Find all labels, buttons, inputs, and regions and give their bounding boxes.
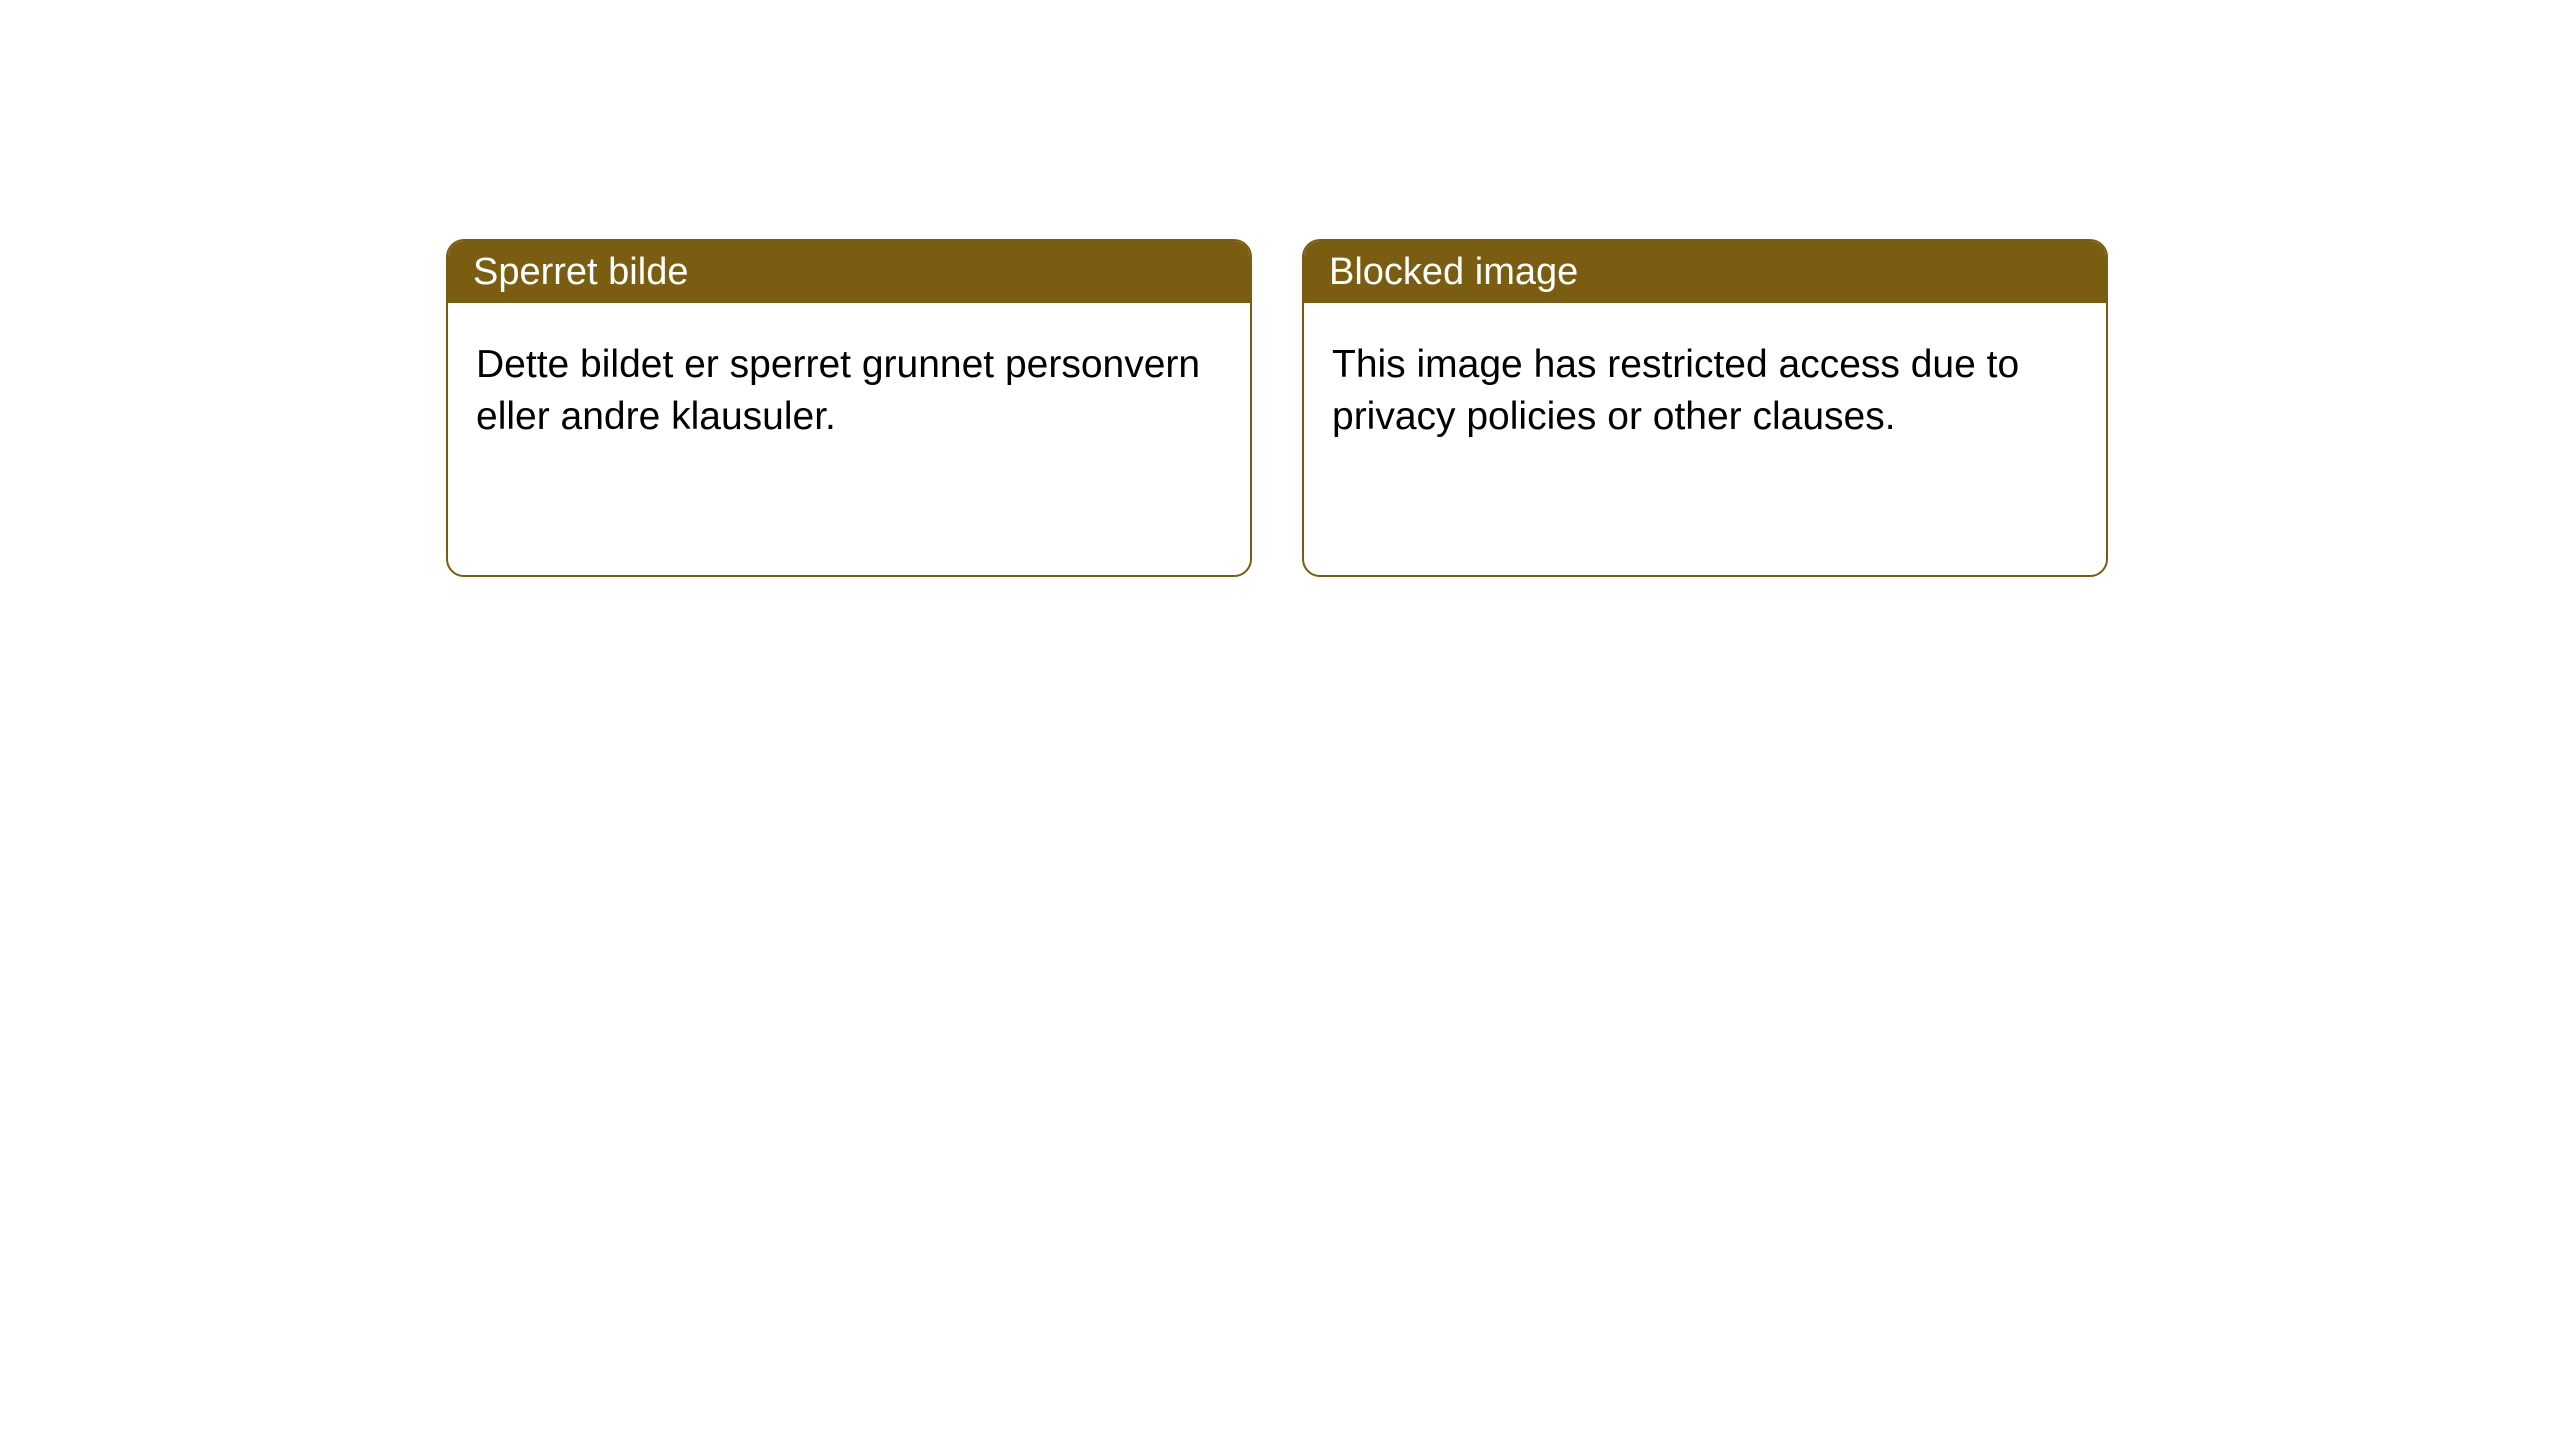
blocked-image-card-en: Blocked image This image has restricted … — [1302, 239, 2108, 577]
card-message-no: Dette bildet er sperret grunnet personve… — [476, 343, 1200, 438]
card-title-no: Sperret bilde — [473, 251, 688, 294]
card-container: Sperret bilde Dette bildet er sperret gr… — [0, 0, 2560, 577]
card-body-en: This image has restricted access due to … — [1304, 303, 2106, 480]
card-header-no: Sperret bilde — [448, 241, 1250, 303]
card-header-en: Blocked image — [1304, 241, 2106, 303]
card-title-en: Blocked image — [1329, 251, 1578, 294]
blocked-image-card-no: Sperret bilde Dette bildet er sperret gr… — [446, 239, 1252, 577]
card-body-no: Dette bildet er sperret grunnet personve… — [448, 303, 1250, 480]
card-message-en: This image has restricted access due to … — [1332, 343, 2019, 438]
